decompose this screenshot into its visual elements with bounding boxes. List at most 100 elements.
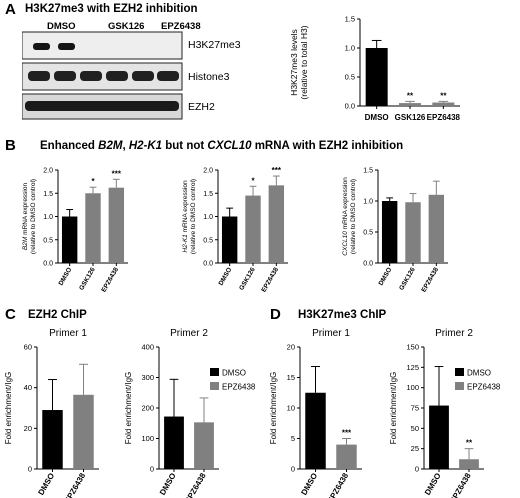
y-tick-label: 100 (406, 383, 419, 392)
blot-row-label-histone3: Histone3 (188, 71, 230, 83)
y-tick-label: 75 (411, 404, 419, 413)
y-tick-label: 10 (287, 404, 295, 413)
chart-d-primer2: Primer 2 0 25 50 75 100 125 150 Fold enrichment/… (389, 328, 484, 498)
x-tick-label: EPZ6438 (260, 266, 280, 293)
chart-c-primer1: Primer 1 0 20 40 60 Fold enrichment/IgG DMSO EP… (4, 328, 99, 498)
legend-d: DMSO EPZ6438 (455, 368, 501, 392)
y-tick-label: 5 (291, 434, 295, 443)
panel-letter-b: B (5, 137, 16, 154)
legend-swatch-dmso (210, 368, 219, 376)
x-tick-label: EPZ6438 (420, 266, 440, 293)
y-tick-label: 1.0 (363, 199, 373, 206)
chart-b-b2m: 0.0 0.5 1.0 1.5 2.0 B2M mRNA expression (relat… (22, 168, 128, 293)
x-tick-label: DMSO (378, 267, 394, 287)
bar (429, 405, 449, 469)
chart-title: Primer 1 (49, 328, 87, 339)
y-tick-label: 20 (24, 424, 32, 433)
x-tick-label: GSK126 (398, 266, 417, 291)
y-tick-label: 0.5 (345, 73, 355, 82)
bar (164, 416, 184, 469)
y-axis-label: (relative to DMSO control) (190, 179, 197, 254)
y-tick-label: 300 (141, 373, 154, 382)
x-tick-label: EPZ6438 (326, 471, 351, 498)
chart-title: Primer 1 (312, 328, 350, 339)
significance-label: *** (112, 169, 122, 178)
y-tick-label: 1.5 (363, 168, 373, 175)
y-tick-label: 0.0 (345, 102, 355, 111)
bar (108, 187, 125, 263)
legend-label-epz6438: EPZ6438 (467, 383, 501, 392)
y-tick-label: 50 (411, 424, 419, 433)
y-axis-label: (relative to DMSO control) (30, 179, 37, 254)
blot-row-label-ezh2: EZH2 (188, 101, 215, 113)
y-tick-label: 0 (415, 465, 419, 474)
blot-lane-label-dmso: DMSO (47, 21, 76, 32)
y-axis-label-gene: H2-K1 (182, 234, 189, 253)
panel-a-title: H3K27me3 with EZH2 inhibition (25, 3, 198, 15)
x-tick-label: DMSO (218, 267, 234, 287)
significance-label: ** (440, 91, 447, 100)
x-tick-label: EPZ6438 (63, 471, 88, 498)
chart-b-cxcl10: 0.0 0.5 1.0 1.5 CXCL10 mRNA expression (relat… (342, 168, 448, 293)
legend-label-dmso: DMSO (467, 369, 491, 378)
y-tick-label: 25 (411, 444, 419, 453)
y-tick-label: 1.0 (203, 214, 213, 221)
bar (85, 193, 101, 263)
bar (399, 103, 421, 106)
y-axis-label: Fold enrichment/IgG (269, 372, 278, 444)
bar (405, 202, 421, 263)
y-axis-label: CXCL10 mRNA expression (342, 177, 349, 256)
legend-c: DMSO EPZ6438 (210, 368, 256, 392)
x-tick-label: DMSO (36, 472, 56, 497)
x-tick-label: DMSO (365, 113, 389, 122)
y-tick-label: 0 (291, 465, 295, 474)
chart-a-h3k27me3-quant: 0.0 0.5 1.0 1.5 H3K27me3 levels (relative to … (289, 15, 461, 123)
blot-row-h3k27me3 (22, 31, 183, 60)
chart-c-primer2: Primer 2 0 100 200 300 400 Fold enrichment/IgG… (124, 328, 219, 498)
panel-b-title-gene-h2k1: H2-K1 (128, 140, 163, 152)
blot-row-ezh2 (22, 93, 183, 120)
y-axis-label: B2M mRNA expression (22, 183, 29, 251)
panel-c-title: EZH2 ChIP (28, 309, 87, 321)
bar (221, 216, 238, 263)
x-tick-label: DMSO (423, 472, 443, 497)
y-tick-label: 15 (287, 373, 295, 382)
y-tick-label: 150 (406, 343, 419, 352)
x-tick-label: GSK126 (78, 266, 97, 291)
bar (459, 459, 479, 469)
significance-label: ** (466, 439, 473, 448)
panel-b-title-gene-cxcl10: CXCL10 (207, 140, 252, 152)
bar (268, 185, 285, 263)
x-tick-label: DMSO (299, 472, 319, 497)
bar (305, 392, 326, 469)
y-axis-label-text: mRNA expression (342, 177, 349, 231)
y-axis-label-text: mRNA expression (182, 180, 189, 234)
bar (381, 201, 398, 263)
western-blot-image: DMSO GSK126 EPZ6438 H3K27me3 Histone3 EZ… (22, 21, 241, 120)
y-tick-label: 2.0 (43, 168, 53, 175)
y-axis-label: Fold enrichment/IgG (124, 372, 133, 444)
panel-b-title-part: , (122, 140, 129, 152)
y-axis-label-gene: CXCL10 (342, 231, 349, 256)
y-tick-label: 0.0 (363, 261, 373, 268)
bar (245, 195, 261, 263)
y-axis-label: (relative to DMSO control) (350, 179, 357, 254)
y-tick-label: 0.5 (363, 230, 373, 237)
legend-swatch-epz6438 (210, 382, 219, 390)
y-axis-label: H2-K1 mRNA expression (182, 180, 189, 253)
y-axis-label: (relative to total H3) (299, 25, 309, 99)
y-tick-label: 0.0 (43, 261, 53, 268)
bar (428, 194, 445, 263)
x-tick-label: GSK126 (238, 266, 257, 291)
significance-label: *** (272, 166, 282, 175)
significance-label: ** (407, 91, 414, 100)
chart-title: Primer 2 (170, 328, 208, 339)
y-tick-label: 0.0 (203, 261, 213, 268)
panel-b-title: Enhanced B2M, H2-K1 but not CXCL10 mRNA … (40, 140, 403, 152)
panel-letter-c: C (5, 306, 16, 323)
y-tick-label: 1.0 (43, 214, 53, 221)
y-axis-label: Fold enrichment/IgG (4, 372, 13, 444)
y-tick-label: 200 (141, 404, 154, 413)
x-tick-label: EPZ6438 (100, 266, 120, 293)
x-tick-label: GSK126 (395, 113, 426, 122)
